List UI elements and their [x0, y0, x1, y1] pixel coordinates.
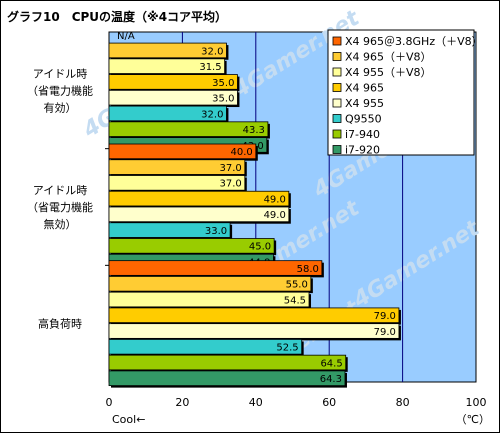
x-tick-label: 0: [106, 396, 113, 409]
bar: [108, 276, 312, 292]
bar: [108, 238, 275, 254]
bar: [108, 42, 227, 59]
bar-value-label: 35.0: [212, 94, 234, 105]
bar: [108, 323, 400, 339]
bar-value-label: 43.3: [243, 125, 265, 136]
legend-swatch: [332, 145, 342, 154]
legend-swatch: [332, 67, 342, 77]
category-label: 有効）: [44, 100, 77, 114]
legend-swatch: [332, 36, 342, 46]
bar-value-label: 64.5: [320, 358, 342, 369]
category-label: アイドル時: [33, 184, 87, 197]
bar-value-label: 49.0: [264, 194, 286, 205]
bar-value-label: 31.5: [199, 62, 221, 73]
bar-value-label: 79.0: [374, 327, 396, 338]
bar: [108, 370, 346, 387]
bar: [108, 260, 323, 276]
bar: [108, 175, 246, 191]
bar-value-label: 32.0: [201, 46, 223, 57]
legend-swatch: [332, 129, 342, 139]
bar-value-label: 52.5: [276, 343, 298, 354]
bar-value-label: 37.0: [220, 179, 242, 190]
bar-value-label: 58.0: [297, 264, 319, 275]
bar: [108, 339, 303, 355]
legend-swatch: [332, 83, 342, 92]
legend-label: i7-920: [345, 144, 380, 157]
bar-value-label: 79.0: [374, 311, 396, 322]
legend-label: X4 955: [345, 97, 384, 110]
bar-value-label: 35.0: [212, 78, 234, 89]
legend-label: X4 965（＋V8）: [345, 51, 432, 64]
bar: [108, 143, 257, 160]
bar-value-label: 37.0: [220, 163, 242, 174]
legend-swatch: [332, 114, 342, 123]
chart-title: グラフ10 CPUの温度（※4コア平均）: [7, 10, 228, 24]
bar: [108, 74, 238, 90]
category-label: アイドル時: [33, 67, 87, 80]
category-label: 高負荷時: [38, 317, 82, 331]
legend-label: X4 965＠3.8GHz（＋V8）: [345, 35, 483, 48]
category-label: （省電力機能: [27, 83, 93, 97]
bar: [108, 291, 310, 308]
legend-label: X4 955（＋V8）: [345, 66, 432, 79]
bar: [108, 222, 231, 238]
bar-value-label: 33.0: [205, 226, 227, 237]
bar-value-label: 55.0: [286, 280, 308, 291]
bar: [108, 190, 290, 207]
x-tick-label: 80: [396, 396, 410, 409]
bar: [108, 307, 400, 324]
bar: [108, 58, 226, 74]
x-tick-label: 40: [249, 396, 263, 409]
bar-value-label: 49.0: [264, 210, 286, 221]
bar-value-label: 40.0: [231, 147, 253, 158]
x-tick-label: 60: [322, 396, 336, 409]
bar-value-label: 32.0: [201, 109, 223, 120]
legend-label: X4 965: [345, 82, 384, 95]
bar-value-label: 45.0: [249, 242, 271, 253]
bar: [108, 206, 290, 223]
bar-value-label: N/A: [117, 31, 135, 42]
x-tick-label: 100: [466, 396, 487, 409]
category-label: （省電力機能: [27, 200, 93, 214]
legend-swatch: [332, 52, 342, 61]
bar: [108, 89, 238, 106]
legend-box: [327, 29, 475, 156]
category-label: 無効）: [44, 217, 77, 231]
x-tick-label: 20: [175, 396, 189, 409]
x-axis-cool-label: Cool←: [112, 413, 145, 426]
bar: [108, 354, 347, 371]
bar-value-label: 64.3: [320, 374, 342, 385]
bar-value-label: 54.5: [284, 295, 306, 306]
bar: [108, 105, 227, 122]
bar: [108, 121, 269, 137]
x-axis-unit-label: （℃）: [456, 413, 490, 426]
legend-label: i7-940: [345, 128, 380, 141]
legend-label: Q9550: [345, 113, 382, 126]
legend-swatch: [332, 98, 342, 108]
bar: [108, 159, 246, 175]
